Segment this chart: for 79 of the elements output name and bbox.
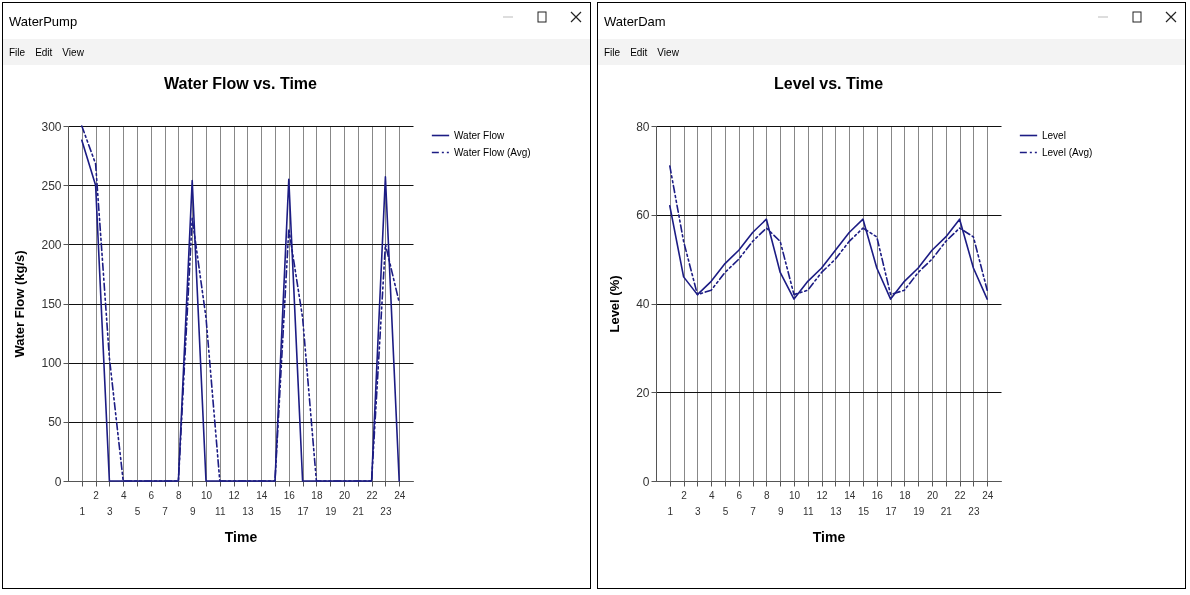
y-tick-label: 100 (41, 356, 62, 371)
x-axis-title: Time (812, 528, 846, 545)
text: File (604, 46, 621, 58)
x-tick-label: 13 (242, 505, 254, 517)
y-tick-label: 20 (636, 385, 650, 400)
x-tick-label: 1 (79, 505, 86, 517)
y-tick-label: 150 (41, 297, 62, 311)
y-tick-label: 300 (41, 119, 62, 134)
x-tick-label: 9 (189, 505, 196, 517)
text: Edit (630, 46, 648, 58)
x-tick-label: 20 (338, 489, 351, 501)
x-tick-label: 14 (256, 489, 268, 501)
y-tick-label: 200 (41, 237, 62, 252)
x-tick-label: 23 (968, 505, 980, 517)
x-tick-label: 19 (325, 505, 337, 517)
x-tick-label: 14 (844, 489, 856, 501)
x-tick-label: 1 (667, 505, 674, 517)
x-tick-label: 12 (816, 489, 829, 501)
x-tick-label: 4 (708, 489, 715, 501)
x-tick-label: 16 (283, 489, 296, 501)
x-tick-label: 23 (380, 505, 392, 517)
x-tick-label: 4 (120, 489, 127, 501)
x-tick-label: 15 (857, 505, 870, 517)
x-tick-label: 6 (736, 489, 743, 501)
x-tick-label: 21 (352, 505, 365, 517)
x-tick-label: 2 (93, 489, 100, 501)
y-tick-label: 0 (54, 474, 62, 489)
x-tick-label: 10 (788, 489, 801, 501)
legend-label: Level (1042, 129, 1066, 141)
x-tick-label: 11 (215, 505, 226, 517)
legend-label: Water Flow (454, 129, 505, 141)
x-tick-label: 9 (777, 505, 784, 517)
x-tick-label: 10 (200, 489, 213, 501)
x-tick-label: 19 (913, 505, 925, 517)
y-tick-label: 50 (48, 415, 62, 430)
x-tick-label: 15 (269, 505, 282, 517)
text: File (9, 46, 26, 58)
y-tick-label: 80 (636, 119, 650, 134)
y-tick-label: 0 (642, 474, 650, 489)
x-tick-label: 22 (954, 489, 967, 501)
x-tick-label: 6 (148, 489, 155, 501)
x-tick-label: 18 (311, 489, 323, 501)
x-tick-label: 8 (764, 489, 771, 501)
chart-title: Water Flow vs. Time (164, 75, 318, 92)
x-tick-label: 17 (885, 505, 898, 517)
y-tick-label: 60 (636, 208, 650, 223)
x-tick-label: 3 (695, 505, 702, 517)
x-tick-label: 22 (366, 489, 379, 501)
y-axis-title: Level (%) (607, 275, 623, 333)
text: WaterPump (8, 12, 79, 31)
chart-title: Level vs. Time (773, 75, 884, 92)
x-tick-label: 12 (228, 489, 241, 501)
x-tick-label: 24 (982, 489, 994, 501)
x-tick-label: 11 (803, 505, 814, 517)
x-tick-label: 3 (107, 505, 114, 517)
y-tick-label: 40 (636, 297, 650, 311)
x-tick-label: 2 (681, 489, 688, 501)
legend-label: Level (Avg) (1042, 146, 1093, 158)
x-tick-label: 21 (940, 505, 953, 517)
x-axis-title: Time (224, 528, 258, 545)
x-tick-label: 5 (722, 505, 729, 517)
text: View (62, 46, 84, 58)
x-tick-label: 13 (830, 505, 842, 517)
text: View (657, 46, 679, 58)
x-tick-label: 17 (297, 505, 310, 517)
x-tick-label: 7 (750, 505, 757, 517)
x-tick-label: 16 (871, 489, 884, 501)
text: WaterDam (603, 12, 667, 31)
legend-label: Water Flow (Avg) (454, 146, 531, 158)
y-axis-title: Water Flow (kg/s) (12, 250, 28, 358)
y-tick-label: 250 (41, 178, 62, 193)
text: Edit (35, 46, 53, 58)
x-tick-label: 8 (176, 489, 183, 501)
x-tick-label: 24 (394, 489, 406, 501)
x-tick-label: 5 (134, 505, 141, 517)
x-tick-label: 18 (899, 489, 911, 501)
x-tick-label: 20 (926, 489, 939, 501)
x-tick-label: 7 (162, 505, 169, 517)
line-series (669, 165, 988, 296)
